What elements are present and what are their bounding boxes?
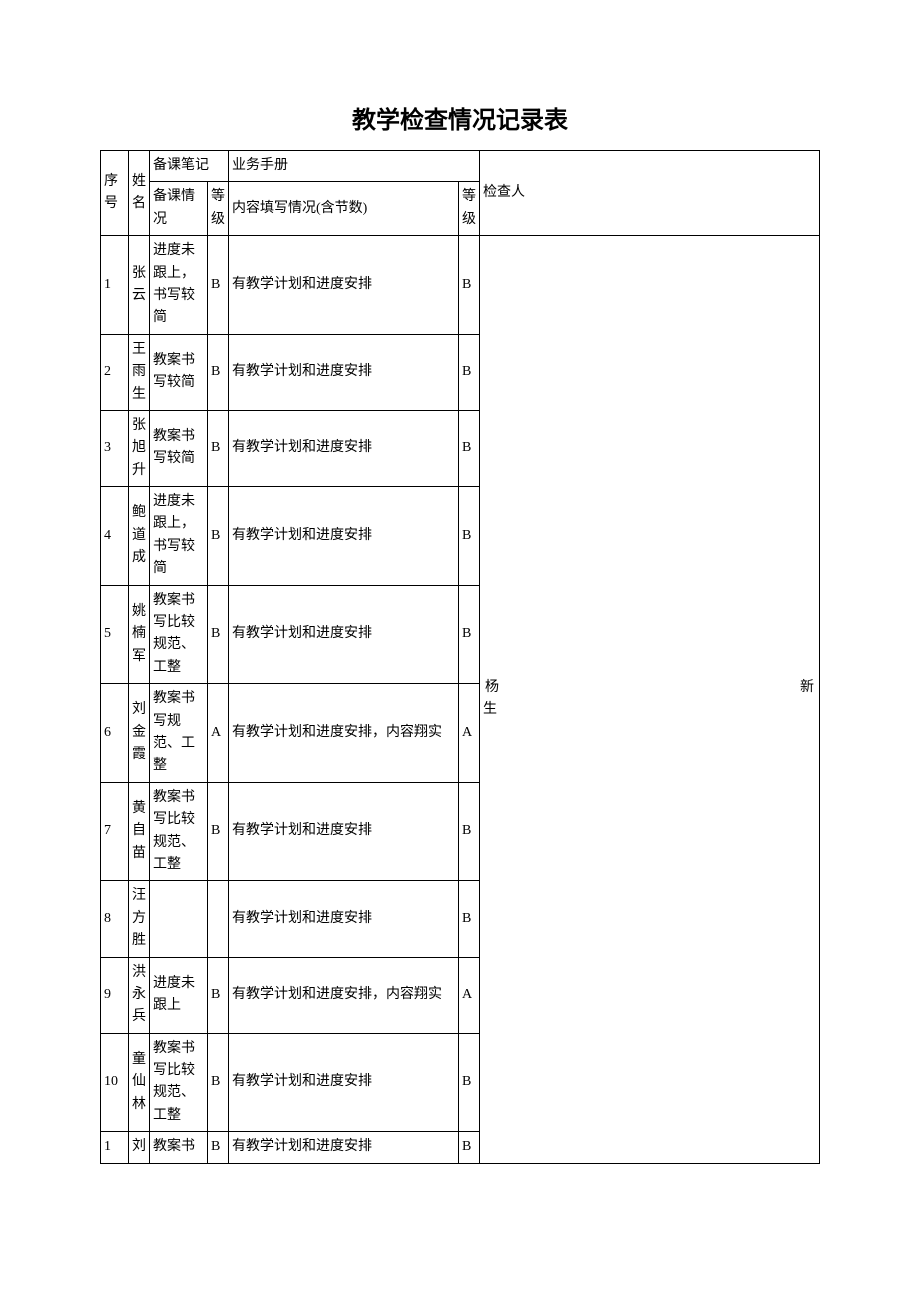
cell-name: 姚楠军 — [129, 585, 150, 684]
cell-content: 有教学计划和进度安排 — [229, 1033, 459, 1132]
cell-grade2: A — [459, 684, 480, 783]
cell-content: 有教学计划和进度安排 — [229, 236, 459, 335]
cell-name: 刘 — [129, 1132, 150, 1163]
cell-prep: 进度未跟上，书写较简 — [150, 236, 208, 335]
cell-prep: 教案书写规范、工整 — [150, 684, 208, 783]
cell-grade1: B — [208, 585, 229, 684]
cell-name: 王雨生 — [129, 334, 150, 410]
header-name: 姓名 — [129, 151, 150, 236]
cell-inspector: 杨 新生 — [480, 236, 820, 1163]
cell-grade2: B — [459, 782, 480, 881]
inspection-table: 序号 姓名 备课笔记 业务手册 检查人 备课情况 等级 内容填写情况(含节数) … — [100, 150, 820, 1164]
cell-content: 有教学计划和进度安排，内容翔实 — [229, 684, 459, 783]
inspector-char: 杨 — [485, 677, 499, 699]
cell-grade1: B — [208, 487, 229, 586]
cell-seq: 2 — [101, 334, 129, 410]
cell-content: 有教学计划和进度安排 — [229, 334, 459, 410]
cell-name: 鲍道成 — [129, 487, 150, 586]
cell-seq: 3 — [101, 410, 129, 486]
cell-content: 有教学计划和进度安排 — [229, 487, 459, 586]
header-seq: 序号 — [101, 151, 129, 236]
cell-grade2: B — [459, 236, 480, 335]
cell-seq: 6 — [101, 684, 129, 783]
cell-content: 有教学计划和进度安排，内容翔实 — [229, 957, 459, 1033]
cell-prep: 教案书写较简 — [150, 334, 208, 410]
header-prep-notes: 备课笔记 — [150, 151, 229, 182]
cell-grade2: B — [459, 881, 480, 957]
cell-seq: 8 — [101, 881, 129, 957]
cell-prep: 教案书写较简 — [150, 410, 208, 486]
cell-seq: 1 — [101, 236, 129, 335]
cell-prep — [150, 881, 208, 957]
cell-grade2: B — [459, 334, 480, 410]
cell-seq: 9 — [101, 957, 129, 1033]
cell-prep: 教案书写比较规范、工整 — [150, 585, 208, 684]
cell-prep: 进度未跟上 — [150, 957, 208, 1033]
cell-prep: 进度未跟上，书写较简 — [150, 487, 208, 586]
cell-grade1: B — [208, 236, 229, 335]
cell-grade1: B — [208, 1132, 229, 1163]
cell-seq: 5 — [101, 585, 129, 684]
page-title: 教学检查情况记录表 — [100, 100, 820, 135]
cell-grade1 — [208, 881, 229, 957]
cell-grade2: B — [459, 585, 480, 684]
header-grade2: 等级 — [459, 182, 480, 236]
cell-grade2: B — [459, 487, 480, 586]
cell-content: 有教学计划和进度安排 — [229, 585, 459, 684]
cell-content: 有教学计划和进度安排 — [229, 1132, 459, 1163]
cell-content: 有教学计划和进度安排 — [229, 782, 459, 881]
cell-grade2: B — [459, 1132, 480, 1163]
header-grade1: 等级 — [208, 182, 229, 236]
cell-grade1: B — [208, 782, 229, 881]
header-manual: 业务手册 — [229, 151, 480, 182]
cell-grade1: B — [208, 1033, 229, 1132]
cell-grade1: B — [208, 334, 229, 410]
inspector-char: 新 — [800, 677, 814, 699]
cell-name: 童仙林 — [129, 1033, 150, 1132]
cell-seq: 4 — [101, 487, 129, 586]
inspector-char: 生 — [483, 699, 816, 721]
cell-prep: 教案书写比较规范、工整 — [150, 782, 208, 881]
cell-content: 有教学计划和进度安排 — [229, 410, 459, 486]
cell-seq: 10 — [101, 1033, 129, 1132]
cell-grade1: A — [208, 684, 229, 783]
cell-seq: 1 — [101, 1132, 129, 1163]
cell-name: 洪永兵 — [129, 957, 150, 1033]
cell-grade2: A — [459, 957, 480, 1033]
header-inspector: 检查人 — [480, 151, 820, 236]
cell-content: 有教学计划和进度安排 — [229, 881, 459, 957]
cell-name: 张云 — [129, 236, 150, 335]
header-row-1: 序号 姓名 备课笔记 业务手册 检查人 — [101, 151, 820, 182]
table-row: 1张云进度未跟上，书写较简B有教学计划和进度安排B杨新生 — [101, 236, 820, 335]
header-content: 内容填写情况(含节数) — [229, 182, 459, 236]
cell-grade1: B — [208, 957, 229, 1033]
cell-name: 刘金霞 — [129, 684, 150, 783]
cell-prep: 教案书写比较规范、工整 — [150, 1033, 208, 1132]
cell-grade2: B — [459, 410, 480, 486]
cell-name: 汪方胜 — [129, 881, 150, 957]
header-prep-situation: 备课情况 — [150, 182, 208, 236]
cell-grade1: B — [208, 410, 229, 486]
cell-seq: 7 — [101, 782, 129, 881]
cell-prep: 教案书 — [150, 1132, 208, 1163]
cell-name: 张旭升 — [129, 410, 150, 486]
cell-name: 黄自苗 — [129, 782, 150, 881]
cell-grade2: B — [459, 1033, 480, 1132]
